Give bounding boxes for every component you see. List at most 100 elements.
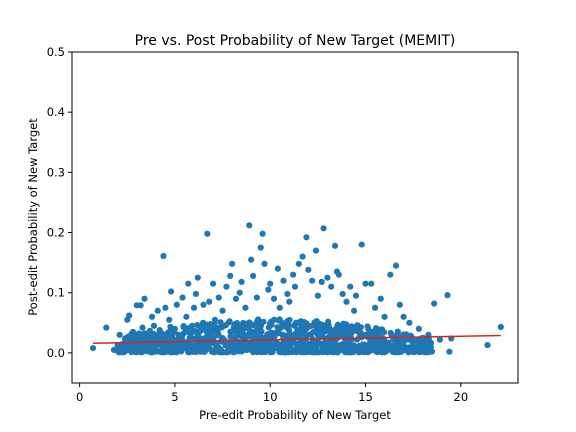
- scatter-point: [185, 280, 192, 287]
- scatter-point: [261, 260, 268, 267]
- scatter-point-cluster: [398, 348, 405, 355]
- scatter-point: [377, 295, 384, 302]
- scatter-point-cluster: [215, 332, 222, 339]
- scatter-point-cluster: [286, 316, 293, 324]
- scatter-point: [137, 302, 144, 309]
- scatter-point-cluster: [209, 328, 217, 336]
- y-tick-label: 0.5: [47, 45, 65, 59]
- scatter-point-cluster: [416, 348, 423, 356]
- plot-frame: [71, 51, 519, 384]
- scatter-point-cluster: [380, 329, 388, 336]
- scatter-point: [274, 265, 281, 272]
- scatter-point: [352, 292, 360, 299]
- scatter-point-cluster: [386, 343, 393, 350]
- scatter-point-cluster: [313, 345, 320, 352]
- scatter-point-cluster: [260, 342, 267, 349]
- scatter-point-cluster: [271, 333, 278, 340]
- scatter-point: [270, 295, 278, 302]
- fit-line: [92, 334, 501, 345]
- y-tick-label: 0.2: [47, 226, 65, 240]
- scatter-point-cluster: [351, 325, 359, 332]
- y-tick-label: 0.3: [47, 165, 65, 179]
- scatter-point: [162, 304, 169, 311]
- scatter-point: [257, 244, 264, 251]
- scatter-point: [280, 277, 287, 284]
- scatter-point-cluster: [214, 340, 221, 347]
- scatter-point: [166, 316, 173, 323]
- scatter-point: [343, 298, 350, 305]
- scatter-point: [396, 301, 403, 308]
- scatter-point: [436, 336, 443, 343]
- scatter-point-cluster: [274, 324, 281, 331]
- scatter-point-cluster: [202, 345, 210, 352]
- scatter-point: [312, 247, 320, 254]
- scatter-point-cluster: [353, 336, 361, 343]
- scatter-point-cluster: [203, 321, 211, 328]
- scatter-point-cluster: [374, 329, 381, 336]
- scatter-point-cluster: [135, 330, 143, 337]
- scatter-point-cluster: [375, 348, 382, 355]
- scatter-point: [444, 292, 451, 299]
- scatter-point-cluster: [268, 321, 275, 328]
- scatter-point-cluster: [324, 348, 331, 355]
- scatter-point: [175, 331, 182, 338]
- scatter-point: [415, 325, 422, 332]
- x-tick-label: 0: [76, 390, 83, 404]
- scatter-point-cluster: [302, 333, 309, 340]
- scatter-point-cluster: [286, 343, 293, 350]
- scatter-point-cluster: [394, 338, 401, 345]
- scatter-point-cluster: [359, 341, 366, 348]
- x-axis-ticks: 0 5 10 15 20: [76, 383, 468, 404]
- scatter-point: [497, 323, 504, 331]
- scatter-point: [168, 288, 175, 295]
- scatter-point: [253, 294, 260, 301]
- scatter-point: [173, 301, 180, 308]
- scatter-point-cluster: [238, 348, 245, 355]
- scatter-point-cluster: [299, 347, 306, 354]
- scatter-point: [286, 298, 293, 305]
- scatter-point-cluster: [236, 331, 244, 338]
- scatter-point: [229, 260, 236, 267]
- scatter-point: [215, 294, 222, 301]
- scatter-point-cluster: [182, 326, 189, 333]
- scatter-point: [387, 271, 394, 278]
- scatter-point-cluster: [294, 319, 301, 326]
- scatter-point: [179, 294, 186, 301]
- y-tick-label: 0.4: [47, 105, 65, 119]
- scatter-point-cluster: [410, 347, 417, 354]
- scatter-point: [192, 290, 199, 298]
- scatter-point: [289, 271, 297, 278]
- scatter-point: [347, 283, 354, 290]
- scatter-point-cluster: [219, 324, 226, 331]
- scatter-point: [238, 278, 245, 285]
- scatter-point-cluster: [315, 320, 322, 327]
- scatter-point-cluster: [170, 348, 178, 355]
- scatter-point-cluster: [343, 321, 350, 328]
- scatter-point-cluster: [300, 318, 307, 326]
- scatter-point: [406, 319, 413, 326]
- scatter-point: [223, 283, 230, 290]
- scatter-point-cluster: [333, 329, 340, 336]
- scatter-point-cluster: [303, 325, 310, 332]
- scatter-point-cluster: [151, 331, 158, 338]
- scatter-point-cluster: [284, 338, 292, 345]
- scatter-point: [204, 230, 211, 237]
- scatter-point: [89, 344, 97, 352]
- scatter-point: [371, 304, 379, 311]
- scatter-point: [154, 307, 161, 314]
- scatter-point: [431, 300, 438, 307]
- scatter-point: [150, 322, 158, 329]
- scatter-point: [135, 347, 142, 354]
- scatter-point-cluster: [387, 329, 394, 337]
- scatter-point: [318, 278, 325, 285]
- scatter-point: [141, 295, 148, 302]
- x-tick-label: 15: [358, 390, 373, 404]
- scatter-point: [148, 313, 156, 320]
- scatter-point-cluster: [364, 331, 371, 338]
- scatter-point-cluster: [260, 318, 267, 325]
- scatter-point-cluster: [230, 349, 237, 356]
- y-axis-ticks: 0.0 0.1 0.2 0.3 0.4 0.5: [47, 45, 72, 360]
- scatter-point: [188, 322, 196, 329]
- scatter-point: [484, 341, 491, 349]
- scatter-point-cluster: [424, 339, 431, 346]
